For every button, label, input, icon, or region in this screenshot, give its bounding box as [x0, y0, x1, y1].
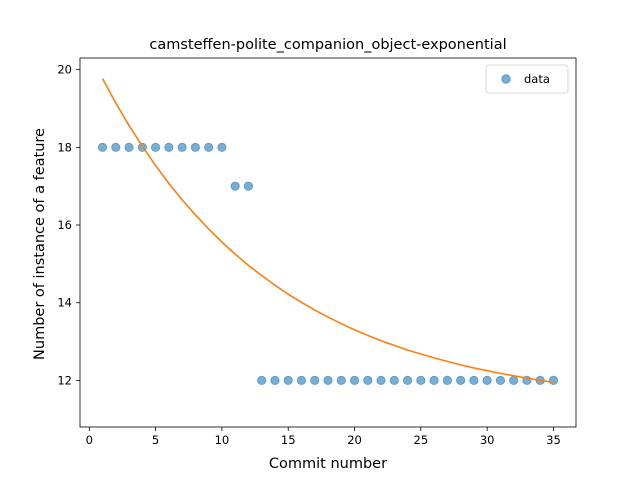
x-tick-label: 35 [546, 433, 561, 447]
x-tick-label: 15 [281, 433, 296, 447]
y-tick-label: 12 [57, 373, 72, 387]
y-tick-label: 18 [57, 140, 72, 154]
data-point [230, 181, 240, 191]
axes-frame [79, 57, 577, 428]
data-point [164, 142, 174, 152]
data-point [150, 142, 161, 152]
data-point [97, 142, 108, 152]
x-tick-label: 0 [86, 433, 93, 447]
legend-marker [501, 74, 511, 84]
data-point [270, 375, 280, 385]
data-point [389, 375, 399, 385]
data-point [442, 375, 452, 385]
data-point [429, 375, 439, 385]
data-point [482, 375, 492, 385]
data-point [257, 375, 267, 385]
data-point [548, 375, 559, 385]
data-point [376, 375, 386, 385]
y-axis-label: Number of instance of a feature [32, 128, 48, 360]
data-point [217, 142, 227, 152]
data-point [243, 181, 254, 191]
x-axis-label: Commit number [269, 456, 387, 472]
data-point [416, 375, 426, 385]
data-point [402, 375, 413, 385]
x-tick-label: 25 [414, 433, 429, 447]
data-point [204, 142, 214, 152]
data-point [323, 375, 333, 385]
data-point [111, 142, 121, 152]
y-tick-label: 14 [57, 296, 72, 310]
x-tick-label: 20 [347, 433, 362, 447]
data-point [509, 375, 519, 385]
chart-title: camsteffen-polite_companion_object-expon… [149, 37, 506, 53]
x-tick-label: 10 [215, 433, 230, 447]
data-point [469, 375, 479, 385]
legend-label: data [524, 72, 550, 86]
x-tick-label: 30 [480, 433, 495, 447]
y-tick-label: 16 [57, 218, 72, 232]
data-point [363, 375, 373, 385]
x-tick-label: 5 [152, 433, 159, 447]
data-point [310, 375, 320, 385]
data-point [296, 375, 307, 385]
data-point [283, 375, 293, 385]
data-point [495, 375, 506, 385]
legend-box [485, 64, 569, 94]
data-point [190, 142, 200, 152]
data-point [336, 375, 346, 385]
data-point [349, 375, 360, 385]
y-tick-label: 20 [57, 63, 72, 77]
data-point [124, 142, 134, 152]
data-point [177, 142, 187, 152]
fit-curve-line [101, 78, 554, 384]
plot-area: 0 5 10 15 20 25 30 35 12 14 16 18 20 data [57, 57, 577, 447]
data-point [456, 375, 466, 385]
